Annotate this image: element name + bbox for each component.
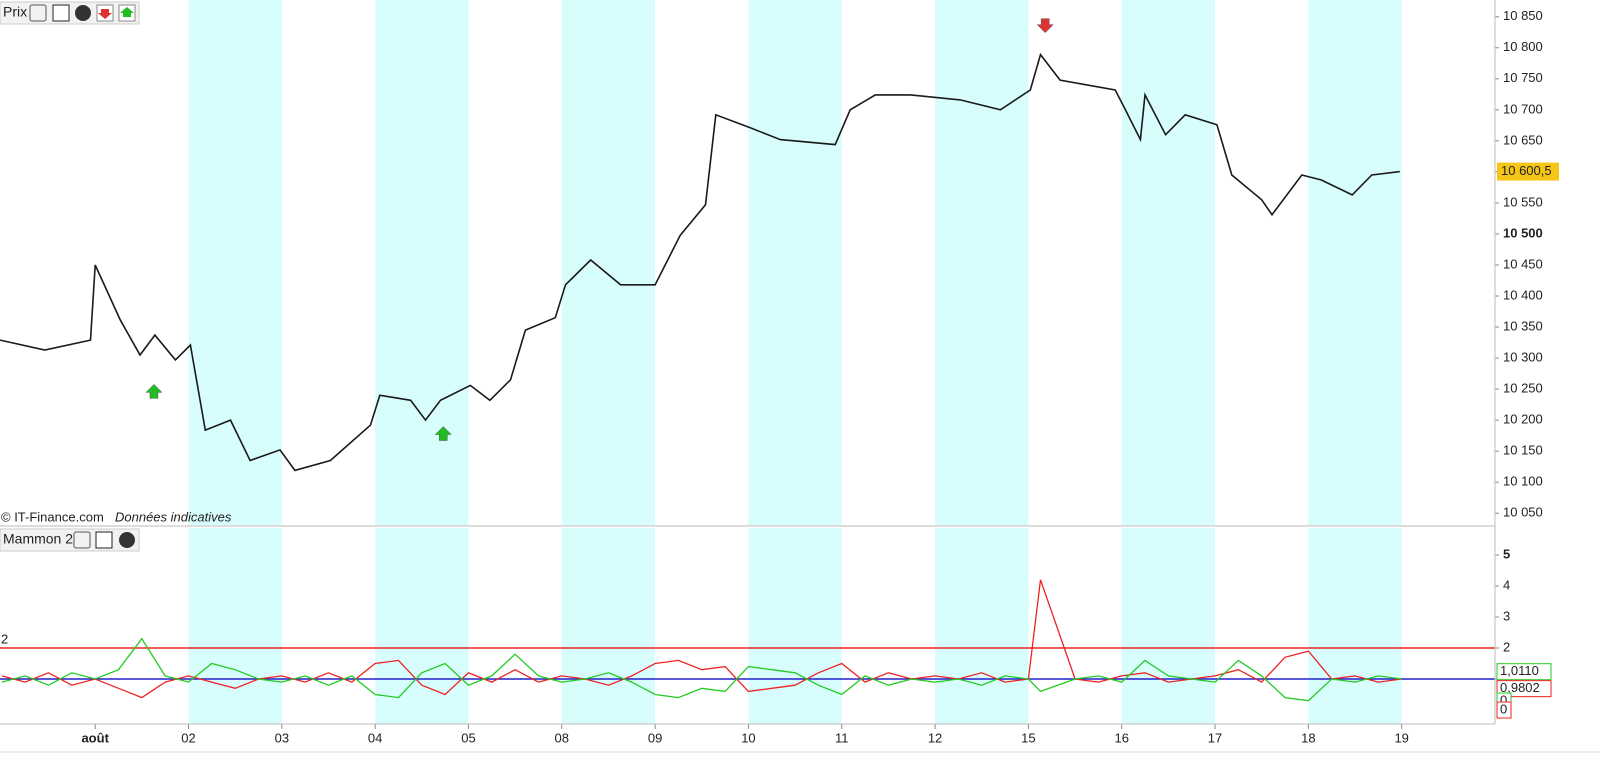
sell-signal <box>1036 18 1054 34</box>
y-tick-label: 10 350 <box>1503 318 1543 333</box>
x-tick-label: 08 <box>555 730 569 745</box>
x-tick-label: août <box>81 730 109 745</box>
y-tick-label: 10 400 <box>1503 287 1543 302</box>
y-tick-label: 10 250 <box>1503 381 1543 396</box>
x-tick-label: 05 <box>461 730 475 745</box>
last-value-label: 0,9802 <box>1500 680 1540 695</box>
series-line <box>0 52 1400 472</box>
settings-button[interactable] <box>73 531 91 549</box>
y-tick-label: 10 150 <box>1503 443 1543 458</box>
day-band <box>935 528 1029 724</box>
day-band <box>1121 528 1216 724</box>
y-tick-label: 10 300 <box>1503 350 1543 365</box>
close-button[interactable] <box>75 5 91 21</box>
y-tick-label: 10 050 <box>1503 505 1543 520</box>
y-tick-label: 10 700 <box>1503 101 1543 116</box>
y-tick-label: 2 <box>1503 639 1510 654</box>
y-tick-label: 10 500 <box>1503 225 1543 240</box>
day-band <box>375 0 469 525</box>
x-tick-label: 16 <box>1114 730 1128 745</box>
day-band <box>935 0 1029 525</box>
y-tick-label: 10 750 <box>1503 70 1543 85</box>
day-band <box>1308 528 1402 724</box>
series-line <box>1 637 1402 702</box>
last-value-label: 10 600,5 <box>1501 163 1552 178</box>
buy-signal <box>145 383 163 399</box>
day-band <box>748 528 842 724</box>
last-value-box <box>1497 162 1559 181</box>
last-value-label: 1,0110 <box>1500 663 1539 678</box>
price-toolbar: Prix <box>0 1 140 25</box>
x-tick-label: 10 <box>741 730 755 745</box>
day-band <box>188 528 282 724</box>
last-value-label: 0 <box>1500 701 1507 716</box>
x-tick-label: 04 <box>368 730 382 745</box>
day-band <box>561 0 656 525</box>
up-icon <box>120 7 134 17</box>
y-tick-label: 10 450 <box>1503 256 1543 271</box>
settings-button[interactable] <box>29 4 47 22</box>
day-band <box>1308 0 1402 525</box>
x-tick-label: 12 <box>928 730 942 745</box>
day-band <box>748 0 842 525</box>
y-tick-label: 10 100 <box>1503 474 1543 489</box>
x-tick-label: 18 <box>1301 730 1315 745</box>
x-tick-label: 09 <box>648 730 662 745</box>
toolbar-title: Prix <box>3 4 27 20</box>
day-band <box>188 0 282 525</box>
y-tick-label: 10 850 <box>1503 8 1543 23</box>
last-value-box <box>1496 663 1552 681</box>
y-tick-label: 3 <box>1503 608 1510 623</box>
day-band <box>1121 0 1216 525</box>
window-button[interactable] <box>95 531 113 549</box>
x-tick-label: 11 <box>835 730 849 745</box>
close-button[interactable] <box>119 532 135 548</box>
series-line <box>1 579 1402 699</box>
toolbar-title: Mammon 2 <box>3 531 73 547</box>
watermark-source: © IT-Finance.com <box>1 509 104 524</box>
indicator-toolbar: Mammon 2 <box>0 528 140 552</box>
y-tick-label: 10 800 <box>1503 39 1543 54</box>
y-tick-label: 4 <box>1503 577 1510 592</box>
x-tick-label: 03 <box>275 730 289 745</box>
watermark-note: Données indicatives <box>115 509 232 524</box>
x-tick-label: 19 <box>1394 730 1408 745</box>
y-tick-label: 10 550 <box>1503 194 1543 209</box>
backgrounds <box>188 0 1402 724</box>
x-tick-label: 02 <box>181 730 195 745</box>
day-band <box>561 528 656 724</box>
level-label: 2 <box>1 631 8 646</box>
last-value-label: 0 <box>1500 692 1507 707</box>
last-value-box <box>1496 701 1512 719</box>
y-tick-label: 10 650 <box>1503 132 1543 147</box>
day-band <box>375 528 469 724</box>
x-tick-label: 17 <box>1208 730 1222 745</box>
window-button[interactable] <box>52 4 70 22</box>
x-tick-label: 15 <box>1021 730 1035 745</box>
down-icon <box>98 9 112 19</box>
y-tick-label: 5 <box>1503 546 1510 561</box>
buy-signal <box>434 426 452 441</box>
y-tick-label: 10 200 <box>1503 412 1543 427</box>
